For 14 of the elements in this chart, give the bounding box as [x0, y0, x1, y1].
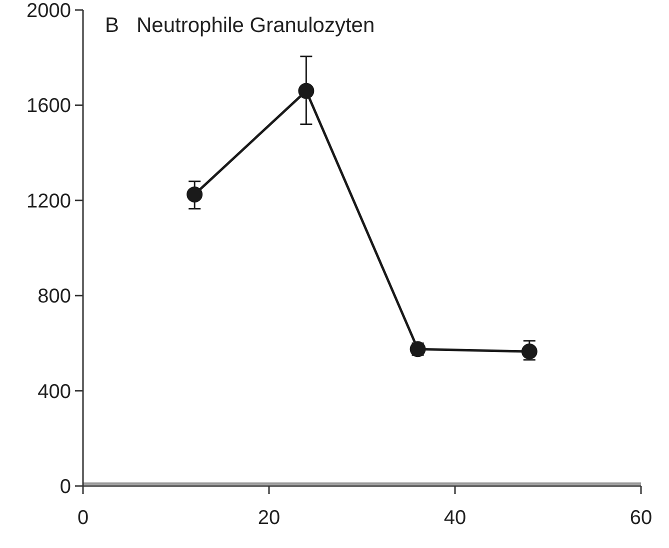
x-tick-label: 20: [258, 507, 280, 529]
point: [298, 82, 314, 99]
point: [521, 344, 538, 360]
y-tick-label: 1600: [26, 95, 71, 118]
x-tick-label: 60: [630, 507, 652, 529]
y-tick-label: 0: [60, 476, 71, 498]
x-tick-label: 0: [77, 507, 89, 529]
x-tick-label: 40: [444, 507, 466, 529]
chart-title: B Neutrophile Granulozyten: [105, 14, 375, 37]
point: [186, 186, 203, 202]
y-tick-label: 1200: [26, 190, 71, 212]
y-tick-label: 2000: [26, 0, 71, 22]
y-tick-label: 400: [38, 380, 71, 403]
y-tick-label: 800: [38, 286, 71, 308]
